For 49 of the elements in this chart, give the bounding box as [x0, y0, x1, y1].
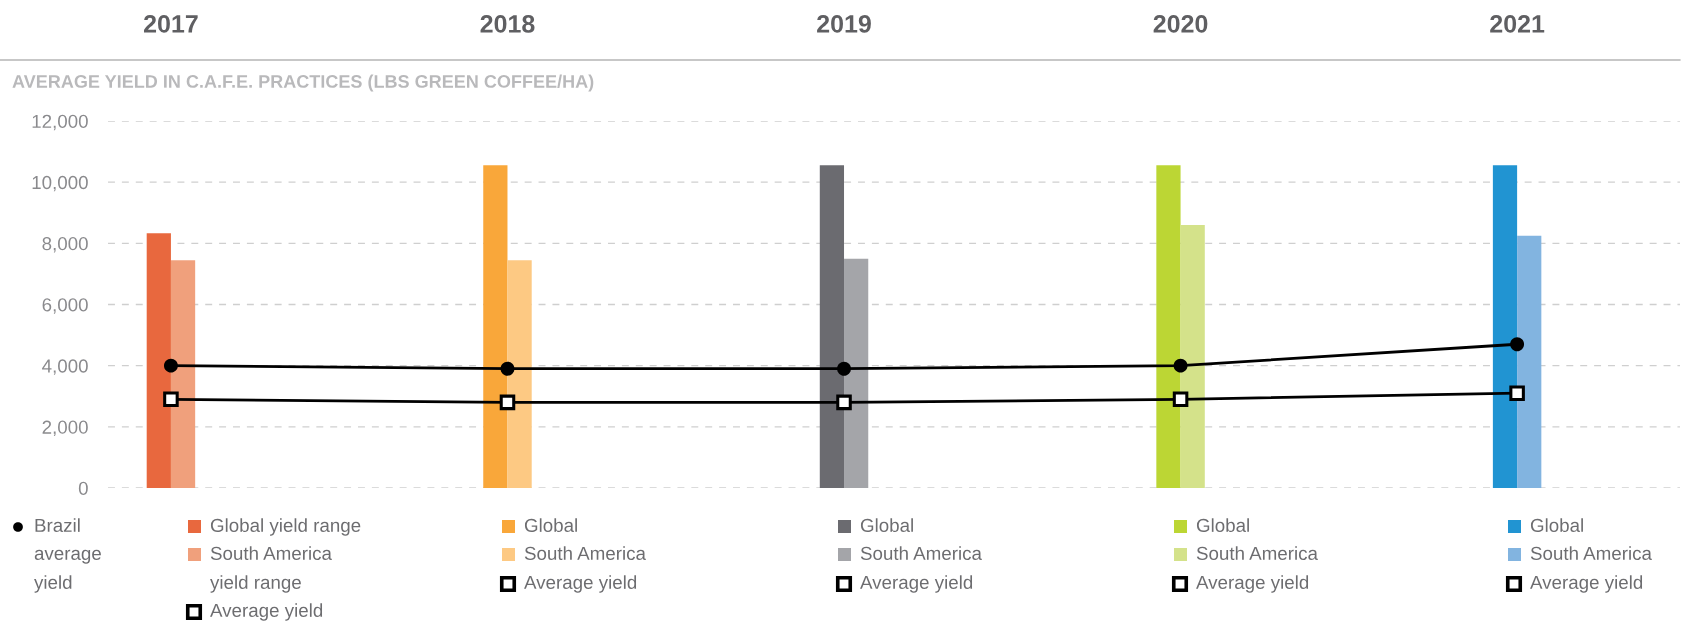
text: Average yield — [210, 603, 323, 621]
text: South America — [1196, 546, 1318, 561]
y-tick-label: 10,000 — [32, 175, 88, 192]
text: Global — [1196, 518, 1249, 533]
bar — [819, 165, 845, 488]
text: Average yield — [1530, 575, 1643, 593]
text: Global — [1530, 518, 1583, 533]
bar — [146, 233, 171, 488]
point — [499, 394, 516, 411]
bar — [1180, 224, 1205, 488]
text: South America — [524, 546, 646, 561]
y-axis-title: AVERAGE YIELD IN C.A.F.E. PRACTICES (LBS GREEN COFFEE/HA) — [12, 74, 594, 92]
x-tick-label: 2019 — [817, 15, 871, 33]
y-tick-label: 12,000 — [32, 114, 88, 131]
x-tick-label: 2018 — [480, 15, 535, 33]
point — [163, 358, 178, 373]
text: Global — [860, 518, 913, 533]
point — [1509, 385, 1525, 401]
bar — [1517, 235, 1542, 488]
x-tick-label: 2017 — [144, 15, 198, 33]
legend-label: Brazil average yield — [34, 518, 101, 593]
y-tick-label: 4,000 — [42, 359, 88, 375]
text: Average yield — [860, 575, 973, 593]
bar — [1156, 165, 1181, 488]
legend-label: Global yield range — [210, 518, 361, 536]
x-tick-label: 2020 — [1153, 15, 1208, 33]
legend-label: South America yield range — [210, 546, 332, 593]
y-tick-label: 8,000 — [42, 237, 88, 253]
text: Average yield — [1196, 575, 1309, 593]
point — [500, 361, 515, 376]
bar — [1492, 165, 1518, 488]
text: South America — [860, 546, 982, 561]
legend-label: Average yield — [524, 575, 637, 593]
point — [837, 361, 851, 376]
x-tick-label: 2021 — [1490, 15, 1545, 33]
y-tick-label: 6,000 — [42, 298, 88, 314]
y-tick-label: 0 — [78, 481, 88, 495]
bar — [507, 260, 532, 488]
point — [1173, 358, 1188, 373]
bar — [170, 260, 196, 488]
point — [1172, 391, 1189, 408]
bar — [483, 165, 508, 488]
y-tick-label: 2,000 — [42, 420, 88, 437]
point — [163, 391, 179, 408]
point — [1510, 337, 1525, 352]
bar — [844, 258, 869, 488]
point — [836, 394, 852, 411]
text: Global — [524, 518, 577, 533]
text: South America — [1530, 546, 1652, 561]
